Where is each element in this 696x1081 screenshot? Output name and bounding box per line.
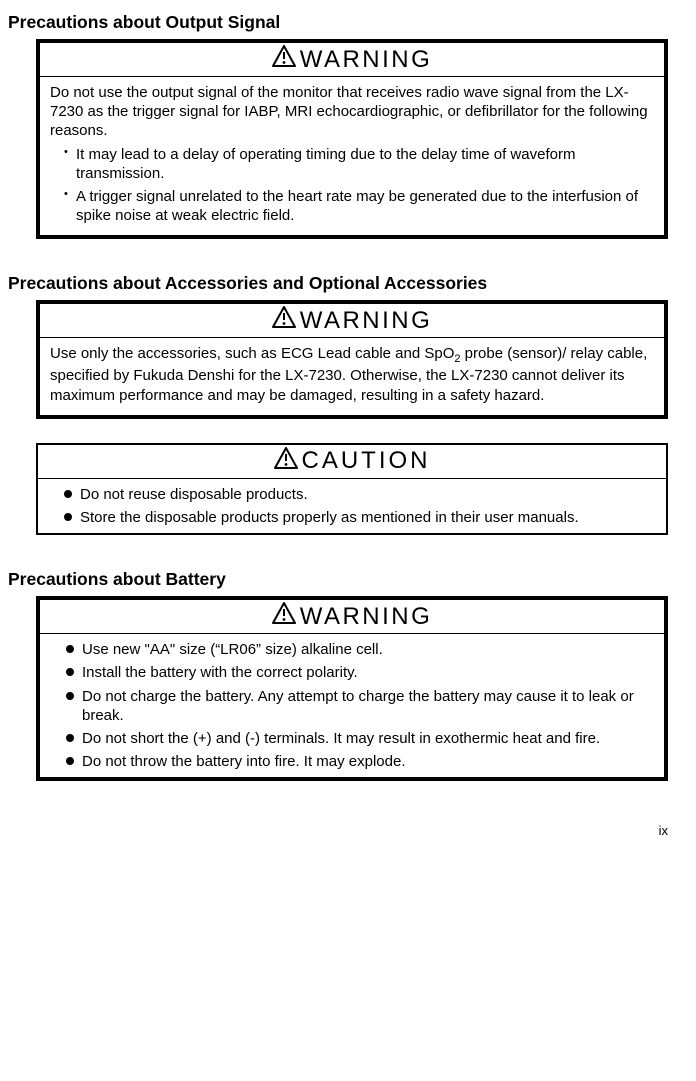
warning-triangle-icon [272,602,296,631]
alert-box-header: WARNING [40,43,664,77]
alert-box-body: Do not use the output signal of the moni… [40,77,664,235]
section-heading: Precautions about Battery [8,569,668,590]
warning-triangle-icon [274,447,298,476]
page-content: Precautions about Output Signal WARNING Do… [8,12,668,781]
alert-box: WARNING Do not use the output signal of t… [36,39,668,239]
alert-bullet-item: Do not throw the battery into fire. It m… [66,752,654,771]
warning-triangle-icon [272,306,296,335]
alert-box-body: Do not reuse disposable products. Store t… [38,479,666,533]
alert-sub-item: It may lead to a delay of operating timi… [64,145,654,183]
alert-sub-list: It may lead to a delay of operating timi… [50,145,654,226]
alert-bullet-list: Do not reuse disposable products. Store t… [48,485,656,527]
alert-box: WARNING Use new "AA" size (“LR06” size) a… [36,596,668,781]
alert-label: WARNING [300,46,433,74]
alert-bullet-item: Do not short the (+) and (-) terminals. … [66,729,654,748]
warning-triangle-icon [272,45,296,74]
alert-bullet-item: Use new "AA" size (“LR06” size) alkaline… [66,640,654,659]
section-heading: Precautions about Output Signal [8,12,668,33]
alert-label: CAUTION [302,447,431,475]
alert-bullet-item: Do not reuse disposable products. [64,485,656,504]
alert-box-header: WARNING [40,304,664,338]
alert-bullet-list: Use new "AA" size (“LR06” size) alkaline… [50,640,654,771]
alert-sub-item: A trigger signal unrelated to the heart … [64,187,654,225]
alert-bullet-item: Do not charge the battery. Any attempt t… [66,687,654,725]
alert-box: CAUTION Do not reuse disposable products.… [36,443,668,535]
section-heading: Precautions about Accessories and Option… [8,273,668,294]
alert-paragraph: Do not use the output signal of the moni… [50,83,654,141]
alert-bullet-item: Install the battery with the correct pol… [66,663,654,682]
alert-box-body: Use only the accessories, such as ECG Le… [40,338,664,414]
alert-box-header: CAUTION [38,445,666,479]
alert-bullet-item: Store the disposable products properly a… [64,508,656,527]
alert-label: WARNING [300,307,433,335]
alert-box: WARNING Use only the accessories, such as… [36,300,668,418]
alert-paragraph: Use only the accessories, such as ECG Le… [50,344,654,404]
page-number: ix [8,823,668,838]
alert-label: WARNING [300,603,433,631]
alert-box-header: WARNING [40,600,664,634]
alert-box-body: Use new "AA" size (“LR06” size) alkaline… [40,634,664,777]
